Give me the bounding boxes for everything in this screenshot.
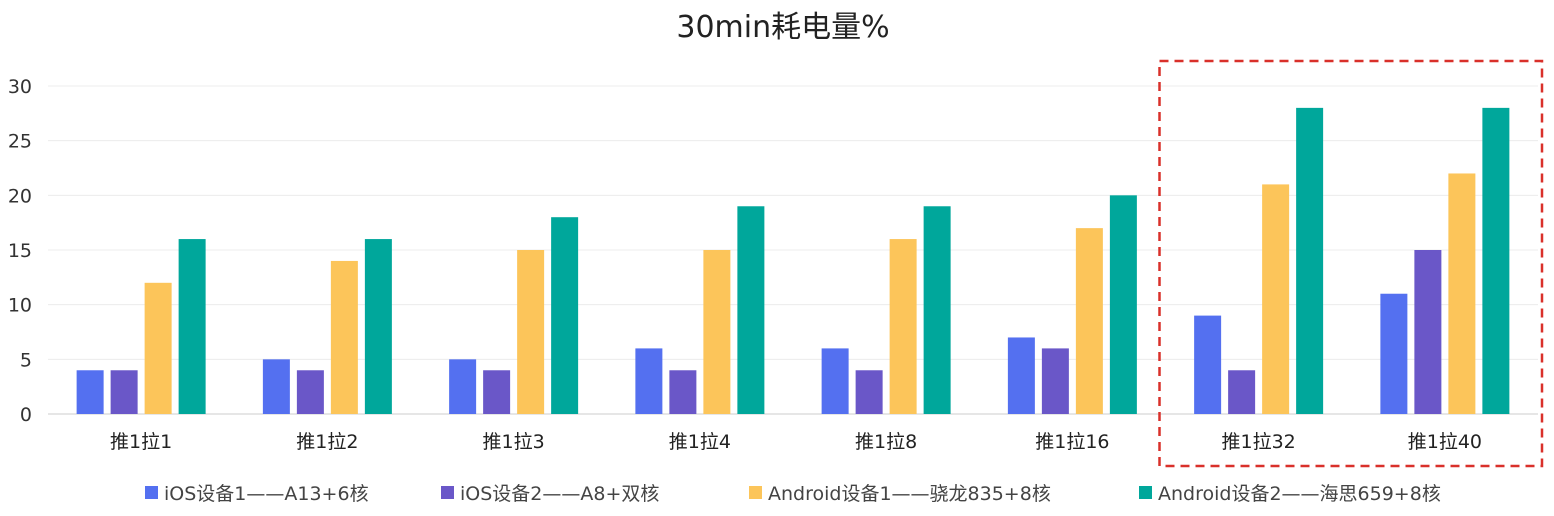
legend: iOS设备1——A13+6核 iOS设备2——A8+双核 Android设备1——骁… <box>145 483 1441 505</box>
y-tick-label: 0 <box>20 404 32 426</box>
bar-1-1 <box>76 370 104 414</box>
highlight-group <box>1158 59 1544 468</box>
legend-swatch <box>441 486 454 499</box>
bar-4-1 <box>178 239 206 414</box>
y-tick-label: 30 <box>8 76 32 98</box>
bar-4-6 <box>1109 195 1137 414</box>
bar-2-5 <box>855 370 883 414</box>
bar-3-7 <box>1262 184 1290 414</box>
x-tick-label: 推1拉40 <box>1408 431 1482 453</box>
gridlines <box>48 85 1538 415</box>
bar-3-2 <box>330 260 358 414</box>
x-tick-label: 推1拉2 <box>296 431 358 453</box>
bar-2-7 <box>1228 370 1256 414</box>
bar-1-2 <box>262 359 290 414</box>
y-tick-label: 5 <box>20 349 32 371</box>
bar-4-8 <box>1482 107 1510 414</box>
legend-label: iOS设备1——A13+6核 <box>164 483 369 505</box>
legend-item: Android设备2——海思659+8核 <box>1139 483 1441 505</box>
legend-item: iOS设备1——A13+6核 <box>145 483 369 505</box>
bar-1-4 <box>635 348 663 414</box>
legend-label: Android设备1——骁龙835+8核 <box>768 483 1051 505</box>
bar-3-6 <box>1075 228 1103 414</box>
bar-2-8 <box>1414 250 1442 414</box>
x-tick-label: 推1拉32 <box>1221 431 1295 453</box>
bars <box>76 107 1510 414</box>
bar-1-3 <box>449 359 477 414</box>
bar-4-5 <box>923 206 951 414</box>
y-tick-label: 25 <box>8 131 32 153</box>
bar-3-8 <box>1448 173 1476 414</box>
x-tick-label: 推1拉16 <box>1035 431 1109 453</box>
bar-2-6 <box>1041 348 1069 414</box>
legend-item: Android设备1——骁龙835+8核 <box>749 483 1051 505</box>
bar-4-4 <box>737 206 765 414</box>
legend-swatch <box>145 486 158 499</box>
bar-1-6 <box>1007 337 1035 414</box>
y-tick-label: 10 <box>8 295 32 317</box>
bar-4-7 <box>1296 107 1324 414</box>
x-tick-label: 推1拉8 <box>855 431 917 453</box>
legend-label: iOS设备2——A8+双核 <box>460 483 659 505</box>
legend-label: Android设备2——海思659+8核 <box>1158 483 1441 505</box>
x-tick-label: 推1拉3 <box>483 431 545 453</box>
legend-swatch <box>1139 486 1152 499</box>
bar-3-1 <box>144 282 172 414</box>
bar-2-4 <box>669 370 697 414</box>
x-axis-ticks: 推1拉1 推1拉2 推1拉3 推1拉4 推1拉8 推1拉16 推1拉32 推1拉40 <box>110 431 1482 453</box>
bar-2-3 <box>483 370 511 414</box>
highlight-box <box>1158 59 1544 468</box>
bar-4-2 <box>364 239 392 414</box>
chart-title: 30min耗电量% <box>676 10 889 45</box>
y-tick-label: 15 <box>8 240 32 262</box>
bar-1-8 <box>1380 293 1408 414</box>
bar-3-4 <box>703 250 731 414</box>
y-tick-label: 20 <box>8 185 32 207</box>
legend-swatch <box>749 486 762 499</box>
bar-3-5 <box>889 239 917 414</box>
x-tick-label: 推1拉4 <box>669 431 731 453</box>
bar-1-5 <box>821 348 849 414</box>
x-tick-label: 推1拉1 <box>110 431 172 453</box>
bar-4-3 <box>551 217 579 414</box>
bar-1-7 <box>1194 315 1222 414</box>
bar-2-1 <box>110 370 138 414</box>
y-axis-ticks: 0 5 10 15 20 25 30 <box>8 76 32 426</box>
bar-2-2 <box>296 370 324 414</box>
bar-3-3 <box>517 250 545 414</box>
legend-item: iOS设备2——A8+双核 <box>441 483 659 505</box>
